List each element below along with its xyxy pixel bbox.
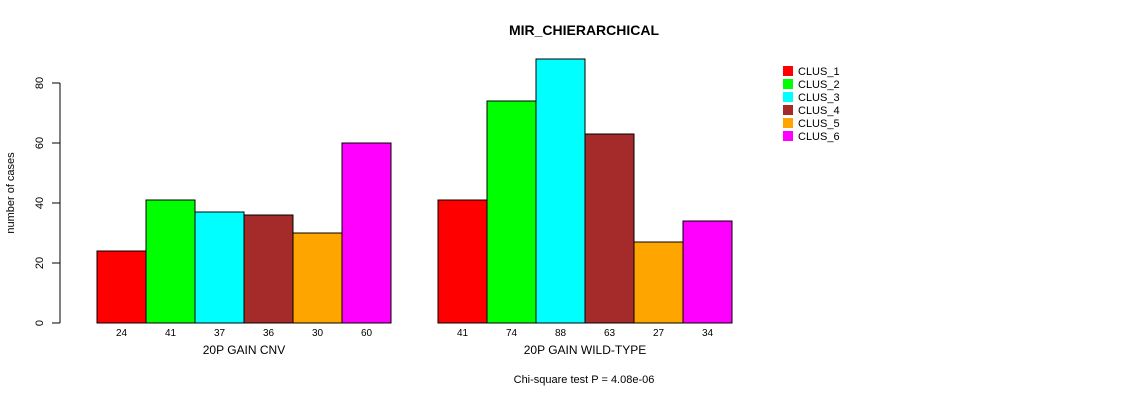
legend-swatch	[783, 105, 793, 115]
legend-label: CLUS_5	[798, 118, 840, 130]
bar-clus-5	[292, 232, 343, 324]
bar-count-label: 41	[165, 328, 177, 339]
bar-group: 41 74 88 63 27 34 20P GAIN WILD-TYPE	[437, 58, 733, 357]
y-tick-label: 40	[34, 197, 46, 209]
bar-clus-4	[243, 214, 294, 324]
bar-count-label: 63	[604, 328, 616, 339]
legend-item: CLUS_4	[783, 105, 840, 117]
legend-label: CLUS_6	[798, 131, 840, 143]
group-label: 20P GAIN CNV	[203, 343, 285, 357]
legend-label: CLUS_1	[798, 66, 840, 78]
legend-item: CLUS_5	[783, 118, 840, 130]
y-tick-label: 0	[34, 320, 46, 326]
bar-count-label: 74	[506, 328, 518, 339]
footnote: Chi-square test P = 4.08e-06	[514, 374, 655, 386]
bar-clus-1	[96, 250, 147, 324]
bar-count-label: 60	[361, 328, 373, 339]
bar-clus-6	[682, 220, 733, 324]
y-tick-label: 60	[34, 137, 46, 149]
bar-clus-5	[633, 241, 684, 324]
bar-count-label: 36	[263, 328, 275, 339]
legend-item: CLUS_1	[783, 66, 840, 78]
bar-clus-2	[145, 199, 196, 324]
legend-swatch	[783, 118, 793, 128]
legend-swatch	[783, 92, 793, 102]
legend-item: CLUS_3	[783, 92, 840, 104]
bar-clus-6	[341, 142, 392, 324]
chart-title: MIR_CHIERARCHICAL	[509, 22, 660, 38]
bar-count-label: 27	[653, 328, 665, 339]
bar-clus-3	[535, 58, 586, 324]
bar-clus-3	[194, 211, 245, 324]
y-tick-label: 80	[34, 77, 46, 89]
legend-swatch	[783, 79, 793, 89]
legend-item: CLUS_6	[783, 131, 840, 143]
bars: 24 41 37 36 30 60 20P GAIN CNV 41 74 88 63 27 34 20P …	[96, 58, 733, 357]
legend-label: CLUS_3	[798, 92, 840, 104]
bar-group: 24 41 37 36 30 60 20P GAIN CNV	[96, 142, 392, 357]
y-tick-label: 20	[34, 257, 46, 269]
y-axis: 0 20 40 60 80	[34, 77, 61, 326]
legend-label: CLUS_4	[798, 105, 840, 117]
legend-label: CLUS_2	[798, 79, 840, 91]
bar-clus-4	[584, 133, 635, 324]
legend-swatch	[783, 131, 793, 141]
legend-swatch	[783, 66, 793, 76]
bar-clus-2	[486, 100, 537, 324]
legend-item: CLUS_2	[783, 79, 840, 91]
bar-count-label: 34	[702, 328, 714, 339]
bar-count-label: 37	[214, 328, 226, 339]
bar-count-label: 41	[457, 328, 469, 339]
group-label: 20P GAIN WILD-TYPE	[524, 343, 646, 357]
bar-count-label: 30	[312, 328, 324, 339]
bar-count-label: 24	[116, 328, 128, 339]
bar-count-label: 88	[555, 328, 567, 339]
bar-clus-1	[437, 199, 488, 324]
y-axis-label: number of cases	[5, 152, 17, 234]
